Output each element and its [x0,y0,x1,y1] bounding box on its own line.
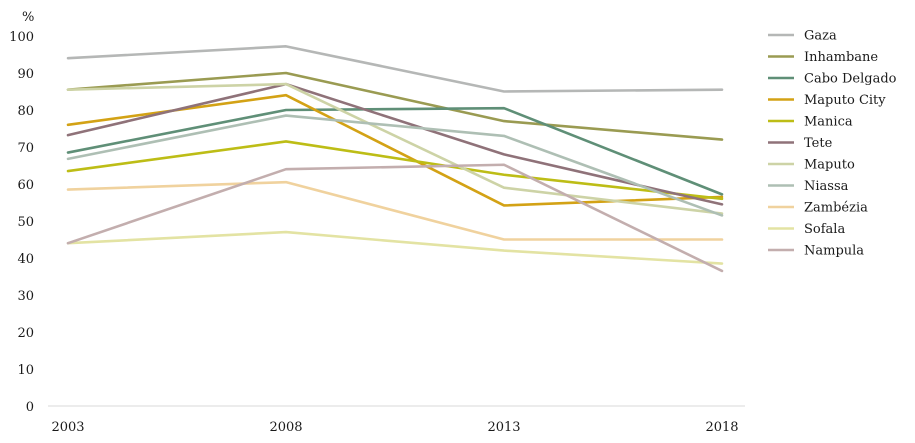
series-line-sofala [66,230,724,265]
x-tick-label: 2018 [705,420,738,435]
y-axis: 0 10 20 30 40 50 60 70 80 90 100 [9,30,34,415]
x-tick-label: 2013 [487,420,520,435]
y-tick-label: 50 [17,215,34,230]
y-tick-label: 0 [26,400,34,415]
x-tick-label: 2008 [269,420,302,435]
y-tick-label: 30 [17,289,34,304]
series-line-inhambane [66,71,724,141]
series-line-nampula [66,163,724,273]
legend-label: Maputo [804,158,855,173]
series-line-zamb-zia [66,180,724,241]
legend-label: Tete [804,136,833,151]
y-tick-label: 20 [17,326,34,341]
series-line-maputo [66,82,724,215]
legend: Gaza Inhambane Cabo Delgado Maputo City Mani… [768,29,897,259]
y-tick-label: 100 [9,30,34,45]
legend-label: Cabo Delgado [804,72,897,87]
legend-label: Inhambane [804,50,878,65]
y-axis-unit-label: % [22,10,34,25]
y-tick-label: 10 [17,363,34,378]
series-lines [66,45,724,273]
x-axis: 2003 2008 2013 2018 [48,405,745,435]
y-tick-label: 40 [17,252,34,267]
series-line-cabo-delgado [66,106,724,196]
x-tick-label: 2003 [51,420,84,435]
series-line-niassa [66,114,724,217]
legend-label: Sofala [804,222,845,237]
y-tick-label: 70 [17,141,34,156]
legend-label: Niassa [804,179,849,194]
series-line-tete [66,82,724,206]
legend-label: Nampula [804,244,864,259]
series-line-gaza [66,45,724,93]
y-tick-label: 60 [17,178,34,193]
legend-label: Zambézia [804,201,868,216]
y-tick-label: 80 [17,104,34,119]
legend-label: Manica [804,115,853,130]
legend-label: Gaza [804,29,837,44]
series-line-manica [66,140,724,201]
legend-label: Maputo City [804,93,886,108]
y-tick-label: 90 [17,67,34,82]
